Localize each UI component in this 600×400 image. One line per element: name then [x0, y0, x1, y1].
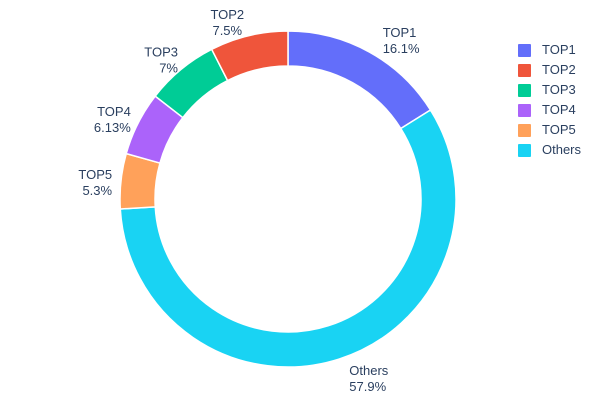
pie-slice-others[interactable]	[119, 109, 457, 368]
legend-swatch-top2	[518, 63, 531, 77]
legend-label: Others	[542, 142, 582, 157]
slice-label-top2: TOP2 7.5%	[210, 7, 244, 38]
legend-item-top3[interactable]: TOP3	[518, 80, 581, 100]
legend-swatch-top3	[518, 83, 531, 97]
legend-label: TOP1	[542, 42, 576, 57]
slice-label-top4: TOP4 6.13%	[94, 104, 131, 135]
legend-label: TOP2	[542, 62, 576, 77]
slice-label-others: Others 57.9%	[349, 363, 389, 394]
legend-label: TOP4	[542, 102, 576, 117]
slice-label-top5: TOP5 5.3%	[78, 167, 112, 198]
slice-label-top3: TOP3 7%	[144, 45, 178, 76]
legend-item-top4[interactable]: TOP4	[518, 100, 581, 120]
legend: TOP1 TOP2 TOP3 TOP4 TOP5 Others	[518, 40, 581, 160]
legend-item-others[interactable]: Others	[518, 140, 581, 160]
legend-swatch-others	[518, 143, 531, 157]
legend-item-top5[interactable]: TOP5	[518, 120, 581, 140]
legend-swatch-top4	[518, 103, 531, 117]
pie-slice-top2[interactable]	[210, 30, 289, 82]
legend-swatch-top1	[518, 43, 531, 57]
legend-item-top1[interactable]: TOP1	[518, 40, 581, 60]
slice-label-top1: TOP1 16.1%	[383, 25, 420, 56]
legend-swatch-top5	[518, 123, 531, 137]
legend-item-top2[interactable]: TOP2	[518, 60, 581, 80]
legend-label: TOP3	[542, 82, 576, 97]
legend-label: TOP5	[542, 122, 576, 137]
